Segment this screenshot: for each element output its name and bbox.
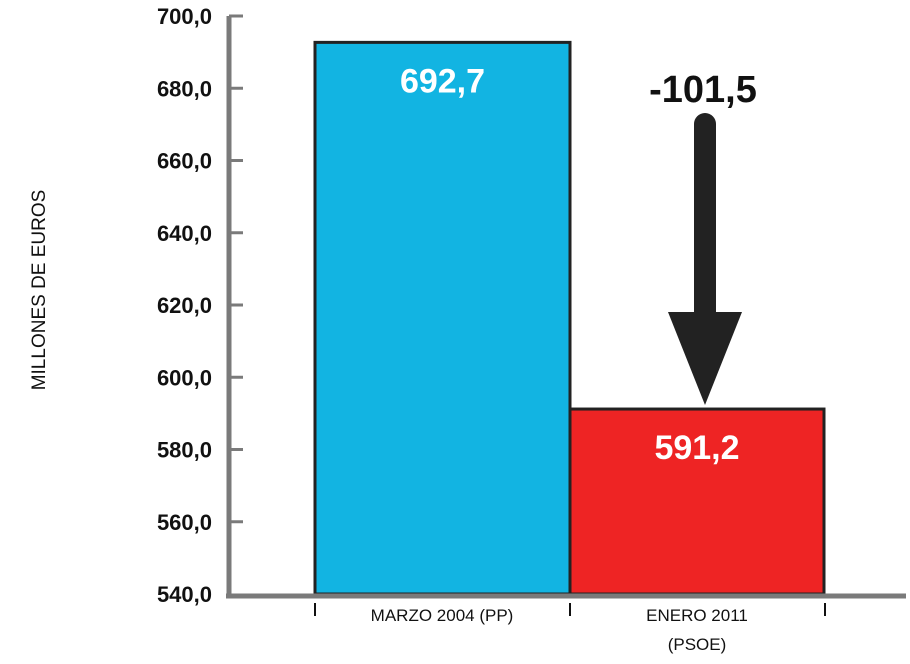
y-tick-label: 700,0 [157, 4, 212, 29]
y-tick-label: 600,0 [157, 365, 212, 390]
bar-value-label: 692,7 [400, 62, 485, 100]
category-labels: MARZO 2004 (PP) ENERO 2011 (PSOE) [314, 603, 826, 654]
axes [226, 16, 906, 599]
y-tick-label: 580,0 [157, 438, 212, 463]
change-annotation: -101,5 [649, 69, 757, 405]
bars: 692,7 591,2 [313, 40, 826, 596]
bar [568, 407, 826, 596]
change-value-label: -101,5 [649, 69, 757, 111]
category-label: ENERO 2011 [646, 606, 748, 625]
y-tick-label: 560,0 [157, 510, 212, 535]
y-tick-label: 680,0 [157, 76, 212, 101]
category-label: MARZO 2004 (PP) [371, 606, 514, 625]
bar [313, 40, 572, 596]
y-tick-label: 640,0 [157, 221, 212, 246]
y-tick-label: 620,0 [157, 293, 212, 318]
y-axis-title-text: MILLONES DE EUROS [29, 190, 50, 391]
y-tick-label: 540,0 [157, 582, 212, 607]
bar-value-label: 591,2 [654, 429, 739, 467]
category-label: (PSOE) [668, 635, 727, 654]
down-arrow-head [668, 312, 742, 405]
y-axis-title: MILLONES DE EUROS [29, 190, 50, 391]
y-axis-ticks: 540,0 560,0 580,0 600,0 620,0 640,0 660,0 680,0… [157, 4, 243, 607]
y-tick-label: 660,0 [157, 149, 212, 174]
